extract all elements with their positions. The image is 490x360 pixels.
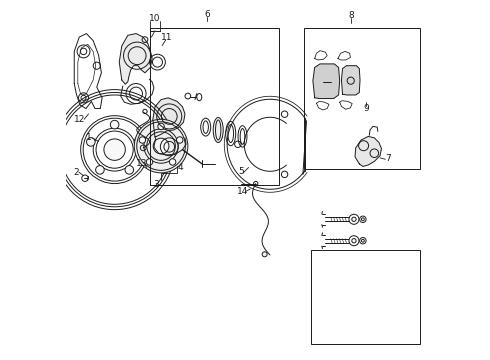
Circle shape (134, 138, 143, 146)
Text: 10: 10 (149, 14, 161, 23)
Circle shape (139, 137, 146, 143)
Polygon shape (313, 64, 340, 99)
Circle shape (170, 159, 176, 165)
Polygon shape (153, 98, 185, 137)
Text: 2: 2 (74, 168, 79, 177)
Polygon shape (119, 33, 152, 84)
Circle shape (262, 252, 267, 257)
Bar (304, 28, 420, 169)
Circle shape (153, 138, 169, 154)
Bar (150, 28, 279, 185)
Text: 7: 7 (385, 154, 391, 163)
Text: 9: 9 (364, 104, 369, 113)
Text: 12: 12 (74, 115, 86, 124)
Ellipse shape (213, 117, 223, 143)
Circle shape (96, 166, 104, 174)
Circle shape (110, 120, 119, 129)
Text: 4: 4 (178, 163, 184, 172)
Circle shape (158, 123, 164, 130)
Circle shape (104, 139, 125, 160)
Circle shape (147, 159, 153, 165)
Text: 13: 13 (136, 159, 147, 168)
Polygon shape (355, 136, 381, 166)
Circle shape (87, 138, 95, 146)
Circle shape (125, 166, 134, 174)
Polygon shape (342, 66, 360, 95)
Circle shape (134, 119, 188, 173)
Text: 8: 8 (348, 11, 354, 20)
Text: 1: 1 (86, 132, 92, 141)
Circle shape (349, 214, 359, 224)
Bar (311, 249, 420, 344)
Text: 6: 6 (205, 10, 210, 19)
Circle shape (176, 137, 183, 143)
Text: 14: 14 (237, 187, 248, 196)
Text: 11: 11 (161, 33, 172, 42)
Circle shape (349, 236, 359, 246)
Text: 3: 3 (153, 180, 159, 189)
Circle shape (360, 216, 366, 222)
Circle shape (360, 238, 366, 244)
Text: 5: 5 (238, 167, 244, 176)
